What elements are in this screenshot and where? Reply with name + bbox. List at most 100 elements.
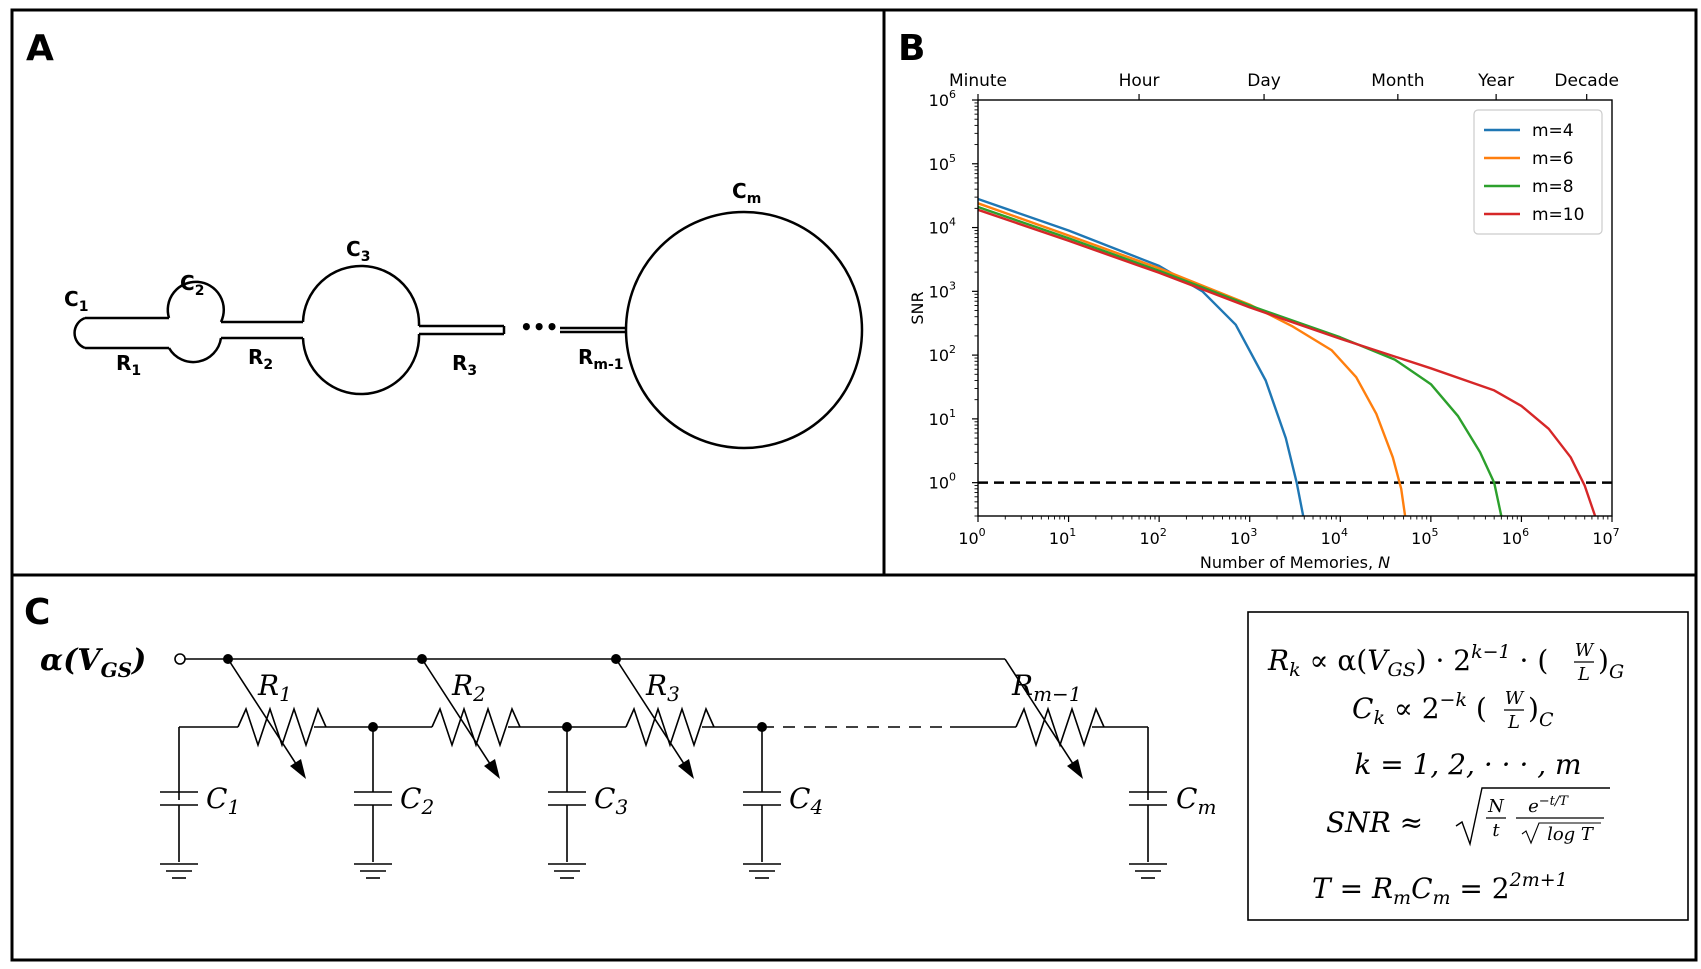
capacitor-c3 — [548, 727, 586, 862]
junction-control-3 — [611, 654, 621, 664]
series-line-m-8 — [978, 205, 1503, 516]
capacitor-cm — [1129, 791, 1167, 862]
y-tick-label: 106 — [929, 88, 956, 110]
ground-symbol-3 — [548, 863, 586, 879]
capacitor-c1 — [160, 791, 198, 862]
resistor-label-r3: R3 — [645, 669, 680, 706]
panel-label-a: A — [26, 28, 54, 69]
input-terminal — [174, 653, 186, 665]
legend-entry: m=4 — [1532, 121, 1574, 141]
equation-snr-frac1-num: N — [1487, 796, 1505, 817]
label-r3: R3 — [452, 351, 477, 379]
panel-a-labels: C1 C2 C3 Cm R1 R2 R3 Rm-1 — [64, 179, 761, 379]
panel-a-diagram — [73, 210, 864, 450]
x-axis-label: Number of Memories, N — [1200, 553, 1390, 572]
outer-frame — [10, 8, 1698, 962]
capacitor-label-c2: C2 — [400, 782, 434, 819]
equation-snr-frac1-den: t — [1492, 820, 1500, 841]
top-tick-label-day: Day — [1247, 71, 1281, 91]
top-tick-label-month: Month — [1371, 71, 1424, 91]
equation-t: T = RmCm = 22m+1 — [1312, 869, 1568, 909]
x-tick-label: 101 — [1049, 526, 1076, 548]
equation-rk-close: )G — [1598, 644, 1624, 683]
equation-rk-frac-num: W — [1575, 640, 1595, 661]
label-cm: Cm — [732, 179, 761, 207]
x-tick-label: 100 — [958, 526, 985, 548]
series-line-m-10 — [978, 208, 1597, 516]
ground-symbol-4 — [743, 863, 781, 879]
capacitor-label-c4: C4 — [789, 782, 823, 819]
y-tick-label: 101 — [929, 407, 956, 429]
capacitor-label-c1: C1 — [206, 782, 240, 819]
junction-dots — [223, 654, 767, 732]
legend-entry: m=6 — [1532, 149, 1574, 169]
control-arrow-r1 — [227, 658, 301, 771]
capacitor-c2 — [354, 727, 392, 862]
resistor-label-r2: R2 — [451, 669, 486, 706]
control-arrow-rm1 — [1004, 658, 1078, 771]
control-arrows — [227, 658, 1078, 771]
legend-entry: m=10 — [1532, 205, 1584, 225]
resistor-rm1-zigzag — [1015, 706, 1105, 748]
equation-ck-frac-num: W — [1505, 688, 1525, 709]
resistor-label-rm1: Rm−1 — [1011, 669, 1082, 706]
equation-snr-sqrt — [1455, 787, 1610, 847]
capacitor-label-c3: C3 — [594, 782, 628, 819]
arrowheads — [290, 759, 1083, 779]
equation-ck-close: )C — [1528, 692, 1554, 731]
label-r1: R1 — [116, 351, 141, 379]
resistor-r2-zigzag — [431, 706, 521, 748]
equation-rk: Rk ∝ α(VGS) · 2k−1 · ( — [1267, 641, 1548, 681]
equation-k-range: k = 1, 2, · · · , m — [1354, 748, 1581, 781]
x-tick-label: 105 — [1411, 526, 1438, 548]
junction-node-4 — [757, 722, 767, 732]
x-tick-label: 102 — [1139, 526, 1166, 548]
control-arrow-r3 — [615, 658, 689, 771]
compartment-c3 — [301, 264, 421, 396]
input-label: α(VGS) — [40, 643, 146, 682]
top-tick-label-year: Year — [1477, 71, 1514, 91]
plot-area-frame — [977, 99, 1613, 517]
y-axis-label: SNR — [908, 291, 927, 324]
equation-snr-frac2-den: log T — [1547, 824, 1595, 845]
label-r2: R2 — [248, 345, 273, 373]
compartment-c1 — [73, 316, 86, 350]
legend: m=4 m=6 m=8 m=10 — [1473, 109, 1603, 235]
junction-control-2 — [417, 654, 427, 664]
label-c1: C1 — [64, 287, 88, 315]
ellipsis-dots: ••• — [520, 315, 558, 339]
junction-node-3 — [562, 722, 572, 732]
junction-control-1 — [223, 654, 233, 664]
x-tick-label: 107 — [1592, 526, 1619, 548]
ground-symbol-2 — [354, 863, 392, 879]
control-arrow-r2 — [421, 658, 495, 771]
arrowhead-r3 — [678, 759, 694, 779]
capacitor-labels: C1 C2 C3 C4 Cm — [206, 782, 1216, 819]
equation-rk-frac-den: L — [1577, 664, 1590, 685]
y-tick-label: 103 — [929, 279, 956, 301]
ground-symbol-1 — [160, 863, 198, 879]
top-tick-label-decade: Decade — [1554, 71, 1619, 91]
junction-node-2 — [368, 722, 378, 732]
top-tick-label-minute: Minute — [949, 71, 1007, 91]
ticks-layer: 100 101 102 103 104 105 106 107 100 101 102 103 104 1… — [929, 71, 1620, 548]
x-tick-label: 106 — [1502, 526, 1529, 548]
y-tick-label: 104 — [929, 216, 956, 238]
legend-frame — [1473, 109, 1603, 235]
resistor-r3-zigzag — [625, 706, 715, 748]
compartment-cm — [624, 210, 864, 450]
label-rm1: Rm-1 — [578, 345, 624, 373]
y-tick-label: 102 — [929, 343, 956, 365]
x-tick-label: 104 — [1321, 526, 1348, 548]
ground-symbol-m — [1129, 863, 1167, 879]
equation-ck-frac-den: L — [1507, 712, 1520, 733]
arrowhead-rm1 — [1067, 759, 1083, 779]
capacitor-c4 — [743, 727, 781, 862]
panel-label-c: C — [24, 592, 50, 633]
arrowhead-r2 — [484, 759, 500, 779]
label-c2: C2 — [180, 271, 204, 299]
series-layer — [978, 197, 1612, 516]
arrowhead-r1 — [290, 759, 306, 779]
y-tick-label: 100 — [929, 471, 956, 493]
